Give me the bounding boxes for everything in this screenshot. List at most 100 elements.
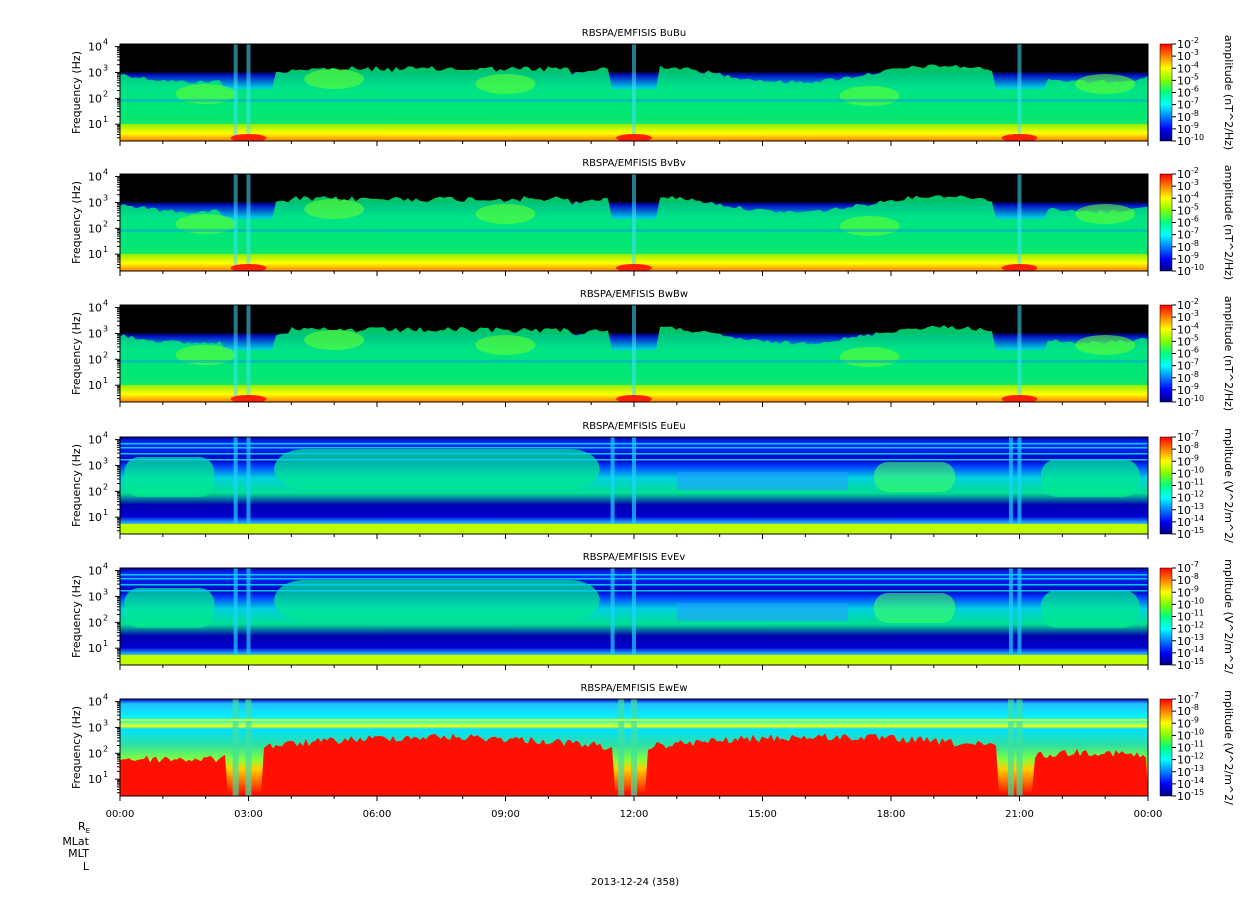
y-tick-exponent: 2: [103, 350, 108, 359]
ephemeris-l-label: L: [83, 860, 90, 873]
spectrogram-image: [120, 699, 1148, 796]
colorbar-tick-exponent: -8: [1191, 441, 1199, 450]
colorbar-tick-base: 10: [1177, 611, 1191, 624]
footer-date: 2013-12-24 (358): [591, 877, 679, 888]
x-tick-label: 00:00: [1134, 809, 1163, 820]
colorbar-tick-exponent: -8: [1191, 703, 1199, 712]
colorbar-tick-base: 10: [1177, 99, 1191, 112]
y-axis-label: Frequency (Hz): [70, 181, 83, 264]
colorbar-tick-exponent: -11: [1191, 609, 1204, 618]
y-tick-exponent: 3: [103, 456, 108, 465]
colorbar-tick-base: 10: [1177, 431, 1191, 444]
colorbar-tick-base: 10: [1177, 168, 1191, 181]
colorbar-tick-exponent: -9: [1191, 453, 1199, 462]
spectrogram-image: [120, 437, 1148, 534]
colorbar-tick-base: 10: [1177, 623, 1191, 636]
colorbar-tick-exponent: -3: [1191, 309, 1199, 318]
colorbar-tick-base: 10: [1177, 492, 1191, 505]
y-tick-label: 10: [88, 642, 102, 655]
y-tick-label: 10: [88, 773, 102, 786]
colorbar-tick-base: 10: [1177, 253, 1191, 266]
colorbar-tick-base: 10: [1177, 586, 1191, 599]
colorbar-tick-base: 10: [1177, 467, 1191, 480]
x-tick-label: 06:00: [363, 809, 392, 820]
colorbar-label: mplitude (V^2/m^2/: [1222, 559, 1235, 674]
colorbar-tick-exponent: -14: [1191, 514, 1204, 523]
y-tick-label: 10: [88, 459, 102, 472]
y-tick-exponent: 1: [103, 115, 108, 124]
y-tick-label: 10: [88, 248, 102, 261]
colorbar-tick-exponent: -7: [1191, 429, 1199, 438]
y-tick-label: 10: [88, 379, 102, 392]
colorbar-tick-base: 10: [1177, 504, 1191, 517]
colorbar-tick-base: 10: [1177, 50, 1191, 63]
colorbar-tick-exponent: -5: [1191, 333, 1199, 342]
colorbar-tick-exponent: -8: [1191, 109, 1199, 118]
y-tick-exponent: 1: [103, 508, 108, 517]
y-tick-exponent: 4: [103, 38, 108, 47]
colorbar-label: amplitude (nT^2/Hz): [1222, 296, 1235, 411]
spectrogram-image: [120, 568, 1148, 665]
colorbar-tick-base: 10: [1177, 790, 1191, 803]
colorbar-tick-exponent: -11: [1191, 478, 1204, 487]
y-tick-exponent: 3: [103, 193, 108, 202]
colorbar-tick-exponent: -7: [1191, 97, 1199, 106]
ephemeris-mlat-label: MLat: [62, 835, 89, 848]
y-tick-label: 10: [88, 511, 102, 524]
y-tick-label: 10: [88, 196, 102, 209]
y-tick-label: 10: [88, 41, 102, 54]
colorbar-tick-exponent: -10: [1191, 465, 1204, 474]
colorbar-tick-exponent: -7: [1191, 358, 1199, 367]
y-tick-label: 10: [88, 434, 102, 447]
colorbar-tick-exponent: -2: [1191, 297, 1199, 306]
y-tick-exponent: 3: [103, 587, 108, 596]
x-tick-label: 12:00: [620, 809, 649, 820]
colorbar-tick-base: 10: [1177, 87, 1191, 100]
colorbar-tick-exponent: -10: [1191, 394, 1204, 403]
colorbar-label: amplitude (nT^2/Hz): [1222, 35, 1235, 150]
colorbar-label: mplitude (V^2/m^2/: [1222, 690, 1235, 805]
colorbar-tick-exponent: -11: [1191, 740, 1204, 749]
colorbar-tick-base: 10: [1177, 480, 1191, 493]
y-tick-exponent: 2: [103, 613, 108, 622]
colorbar-tick-base: 10: [1177, 372, 1191, 385]
colorbar-tick-base: 10: [1177, 204, 1191, 217]
colorbar-tick-base: 10: [1177, 217, 1191, 230]
spectrogram-image: [120, 305, 1148, 402]
y-tick-exponent: 4: [103, 693, 108, 702]
y-tick-label: 10: [88, 302, 102, 315]
colorbar-tick-base: 10: [1177, 192, 1191, 205]
x-tick-label: 09:00: [491, 809, 520, 820]
colorbar-tick-base: 10: [1177, 705, 1191, 718]
y-tick-exponent: 1: [103, 245, 108, 254]
y-tick-exponent: 3: [103, 63, 108, 72]
colorbar-tick-exponent: -15: [1191, 788, 1204, 797]
colorbar-tick-exponent: -8: [1191, 572, 1199, 581]
panel-title: RBSPA/EMFISIS EwEw: [580, 683, 687, 694]
colorbar-tick-exponent: -2: [1191, 166, 1199, 175]
colorbar-tick-exponent: -13: [1191, 633, 1204, 642]
x-axis-time-labels: 00:00 03:00 06:00 09:00 12:00 15:00 18:00 21:00…: [106, 809, 1163, 820]
colorbar-tick-exponent: -14: [1191, 645, 1204, 654]
y-tick-exponent: 1: [103, 639, 108, 648]
colorbar-tick-base: 10: [1177, 74, 1191, 87]
colorbar-tick-base: 10: [1177, 299, 1191, 312]
colorbar-tick-exponent: -15: [1191, 526, 1204, 535]
colorbar-tick-base: 10: [1177, 335, 1191, 348]
y-tick-exponent: 4: [103, 299, 108, 308]
colorbar-tick-exponent: -7: [1191, 560, 1199, 569]
colorbar-tick-exponent: -9: [1191, 251, 1199, 260]
colorbar-tick-base: 10: [1177, 180, 1191, 193]
colorbar-tick-exponent: -6: [1191, 85, 1199, 94]
colorbar-tick-base: 10: [1177, 241, 1191, 254]
y-tick-label: 10: [88, 353, 102, 366]
colorbar-tick-exponent: -7: [1191, 227, 1199, 236]
colorbar-tick-exponent: -4: [1191, 190, 1199, 199]
y-tick-label: 10: [88, 327, 102, 340]
y-axis-label: Frequency (Hz): [70, 51, 83, 134]
panel-title: RBSPA/EMFISIS BuBu: [582, 28, 686, 39]
